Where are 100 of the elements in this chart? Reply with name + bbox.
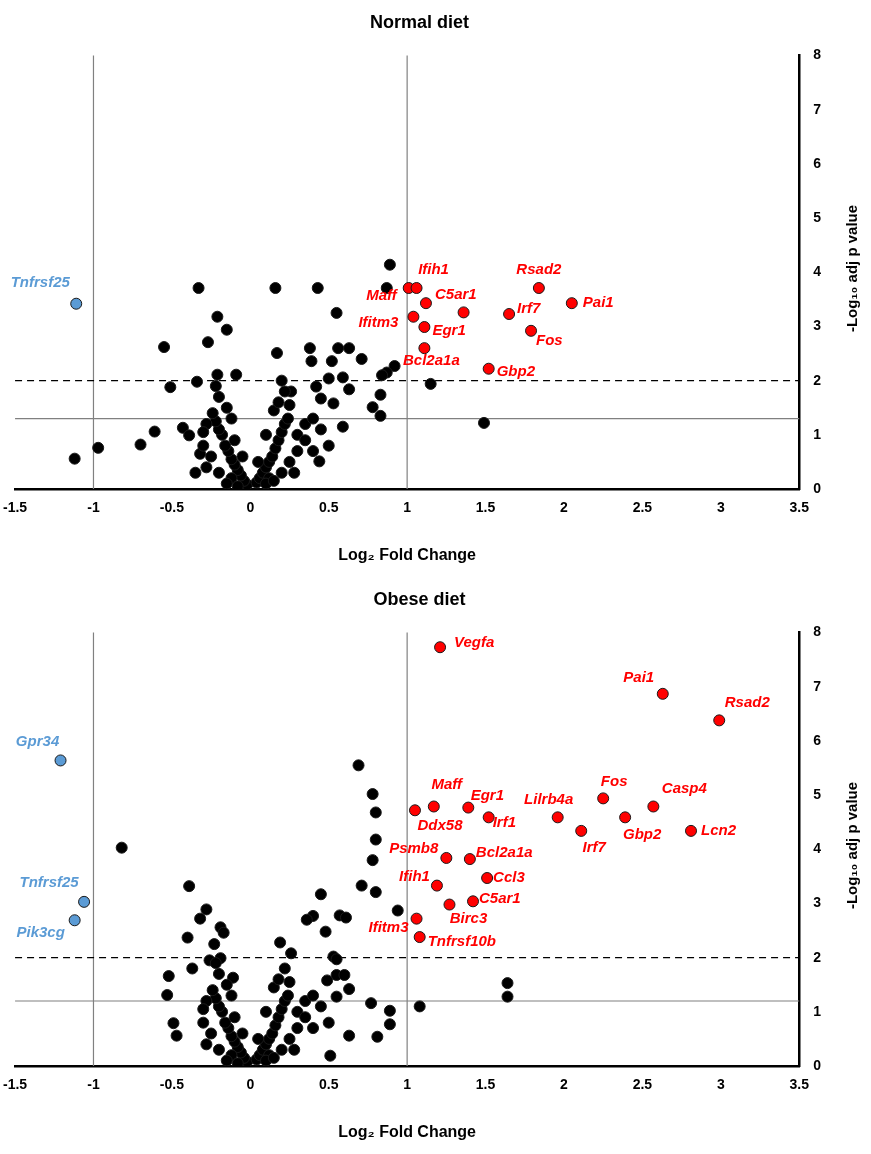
x-tick-label: 3	[716, 499, 725, 516]
point	[418, 342, 431, 355]
annotation: Maff	[431, 774, 465, 792]
y-tick-label: 3	[813, 317, 822, 334]
point	[408, 804, 421, 817]
x-tick-label: -0.5	[159, 499, 185, 516]
point	[656, 687, 669, 700]
x-tick-label: 1	[403, 499, 412, 516]
annotation: Pai1	[623, 667, 655, 685]
annotation: Irf1	[492, 813, 517, 831]
point	[78, 895, 91, 908]
y-tick-label: 8	[813, 623, 822, 640]
annotation: C5ar1	[434, 285, 477, 303]
annotation: Gbp2	[622, 825, 662, 843]
point	[462, 801, 475, 814]
annotation: Egr1	[470, 785, 504, 803]
chart-title: Normal diet	[369, 11, 470, 32]
y-tick-label: 8	[813, 46, 822, 63]
y-tick-label: 4	[813, 263, 822, 280]
point	[467, 895, 480, 908]
annotation: Bcl2a1a	[475, 843, 533, 861]
point	[434, 641, 447, 654]
y-tick-label: 6	[813, 731, 822, 748]
annotation: Ifih1	[418, 260, 449, 278]
annotation: Lcn2	[701, 821, 737, 839]
point	[430, 879, 443, 892]
y-tick-label: 2	[813, 948, 822, 965]
point	[713, 714, 726, 727]
x-tick-label: 0	[246, 499, 255, 516]
annotation: Ddx58	[417, 816, 464, 834]
annotation: Lilrb4a	[524, 790, 574, 808]
annotation: Fos	[536, 330, 563, 348]
point	[551, 811, 564, 824]
x-tick-label: 3.5	[789, 499, 810, 516]
y-axis-title: -Log₁₀ adj p value	[842, 781, 860, 910]
y-axis-title: -Log₁₀ adj p value	[842, 204, 860, 333]
point	[70, 297, 83, 310]
point	[619, 811, 632, 824]
y-tick-label: 0	[813, 1056, 822, 1073]
point	[413, 931, 426, 944]
annotation: Rsad2	[516, 260, 563, 278]
annotation: Ccl3	[493, 868, 526, 886]
point	[457, 306, 470, 319]
annotation: Pik3cg	[16, 923, 65, 941]
annotation: Pai1	[582, 293, 614, 311]
x-tick-label: 1.5	[475, 499, 496, 516]
annotation: Psmb8	[389, 839, 439, 857]
x-tick-label: 0	[246, 1076, 255, 1093]
annotation: Maff	[366, 286, 399, 304]
point	[565, 297, 578, 310]
y-tick-label: 3	[813, 894, 822, 911]
annotation: Tnfrsf25	[10, 272, 71, 290]
annotation: Tnfrsf10b	[427, 932, 497, 950]
annotation: Egr1	[432, 321, 466, 339]
annotation: Fos	[600, 771, 628, 789]
point	[418, 321, 431, 334]
x-tick-label: 0.5	[318, 1076, 339, 1093]
y-tick-label: 0	[813, 479, 822, 496]
annotation: Ifih1	[399, 866, 430, 884]
point	[482, 362, 495, 375]
chart-title: Obese diet	[373, 588, 466, 609]
x-tick-label: 1.5	[475, 1076, 496, 1093]
annotation: Irf7	[582, 838, 607, 856]
y-tick-label: 5	[813, 208, 822, 225]
annotation: Casp4	[661, 778, 708, 796]
point	[575, 824, 588, 837]
annotation: Ifitm3	[358, 312, 400, 330]
annotation: C5ar1	[479, 889, 521, 907]
annotation: Ifitm3	[368, 917, 410, 935]
x-axis-title: Log₂ Fold Change	[338, 545, 477, 563]
y-tick-label: 7	[813, 100, 822, 117]
point	[443, 898, 456, 911]
x-tick-label: 2.5	[632, 499, 653, 516]
point	[597, 792, 610, 805]
y-tick-label: 5	[813, 785, 822, 802]
annotation: Tnfrsf25	[19, 872, 80, 890]
x-tick-label: 2	[560, 499, 569, 516]
x-tick-label: 3	[716, 1076, 725, 1093]
x-tick-label: 2	[560, 1076, 569, 1093]
y-tick-label: 1	[813, 425, 822, 442]
y-tick-label: 6	[813, 154, 822, 171]
x-tick-label: 0.5	[318, 499, 339, 516]
x-tick-label: 1	[403, 1076, 412, 1093]
point	[685, 824, 697, 837]
point	[532, 282, 545, 295]
y-tick-label: 2	[813, 371, 822, 388]
annotation: Bcl2a1a	[403, 351, 460, 369]
annotation: Rsad2	[724, 692, 771, 710]
point	[410, 282, 423, 295]
point	[419, 297, 432, 310]
point	[54, 754, 67, 767]
annotation: Irf7	[517, 299, 542, 317]
point	[647, 800, 660, 813]
point	[68, 914, 81, 927]
point	[503, 308, 516, 321]
annotation: Birc3	[449, 908, 488, 926]
x-tick-label: -1	[87, 499, 100, 516]
x-tick-label: 2.5	[632, 1076, 653, 1093]
x-tick-label: -0.5	[159, 1076, 185, 1093]
point	[427, 800, 440, 813]
